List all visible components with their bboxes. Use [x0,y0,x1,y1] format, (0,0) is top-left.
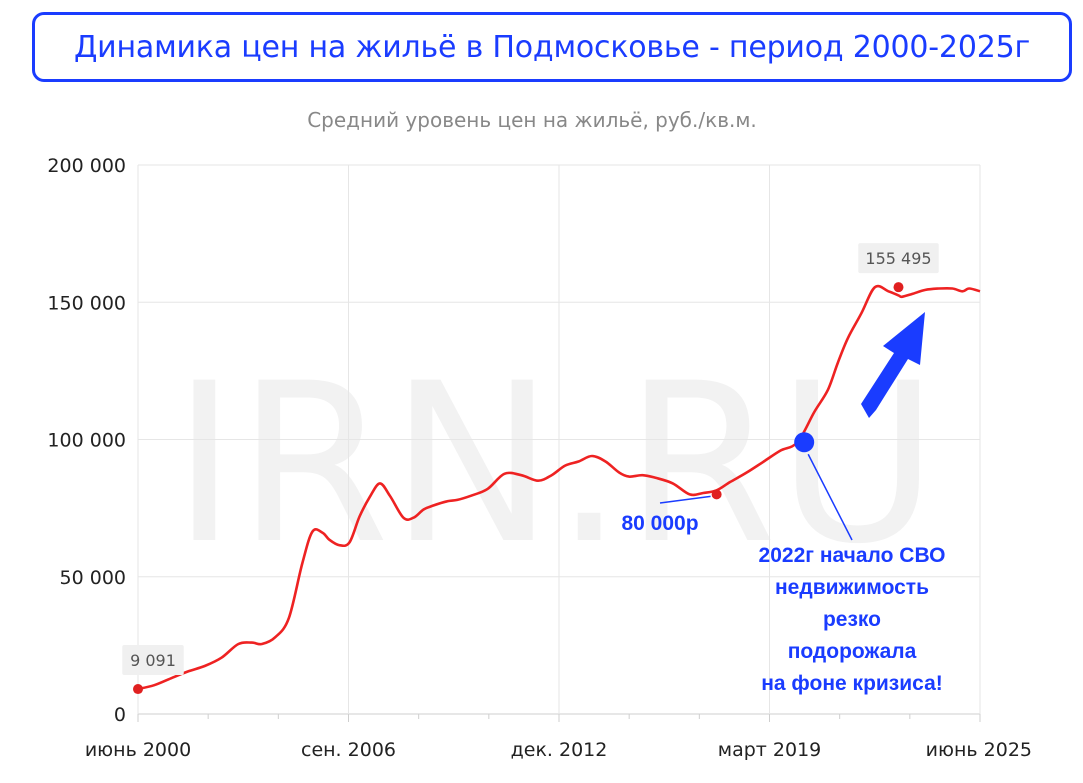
markers: 9 091 155 495 [122,243,939,695]
y-tick-label: 200 000 [47,155,126,177]
y-tick-label: 100 000 [47,430,126,452]
value-label-box [858,243,939,274]
x-tick-label: июнь 2025 [926,739,1032,761]
data-point-marker [893,282,904,293]
sbo-pointer-line [807,453,853,541]
series-line-0 [137,284,981,691]
value-label-box [122,645,184,676]
x-tick-label: сен. 2006 [301,739,396,761]
annotations: 80 000р 2022г начало СВО недвижимость резко… [621,312,945,695]
value-label: 9 091 [130,651,176,670]
x-tick-label: дек. 2012 [511,739,608,761]
y-axis-ticks: 200 000 150 000 100 000 50 000 0 [47,155,126,726]
series [137,284,981,691]
low-price-label: 80 000р [621,512,698,535]
chart-subtitle: Средний уровень цен на жильё, руб./кв.м. [307,108,757,132]
page-title: Динамика цен на жильё в Подмосковье - пе… [32,12,1072,82]
data-point-marker [711,489,722,500]
low-pointer-line [659,495,711,504]
sbo-text-line: резко [823,608,881,631]
watermark: IRN.RU [172,336,938,592]
sbo-text-line: 2022г начало СВО [759,544,946,567]
grid [137,164,981,722]
sbo-text-line: подорожала [788,640,917,663]
x-tick-label: март 2019 [718,739,822,761]
y-tick-label: 150 000 [47,292,126,314]
sbo-text-line: недвижимость [775,576,929,599]
x-tick-label: июнь 2000 [85,739,191,761]
data-point-marker [133,684,143,695]
value-label: 155 495 [865,249,931,268]
sbo-marker [794,432,815,453]
sbo-text-line: на фоне кризиса! [761,672,943,695]
y-tick-label: 0 [114,704,126,726]
rise-arrow-icon [861,312,925,418]
x-axis-ticks: июнь 2000 сен. 2006 дек. 2012 март 2019 июнь… [85,739,1032,761]
y-tick-label: 50 000 [60,567,126,589]
